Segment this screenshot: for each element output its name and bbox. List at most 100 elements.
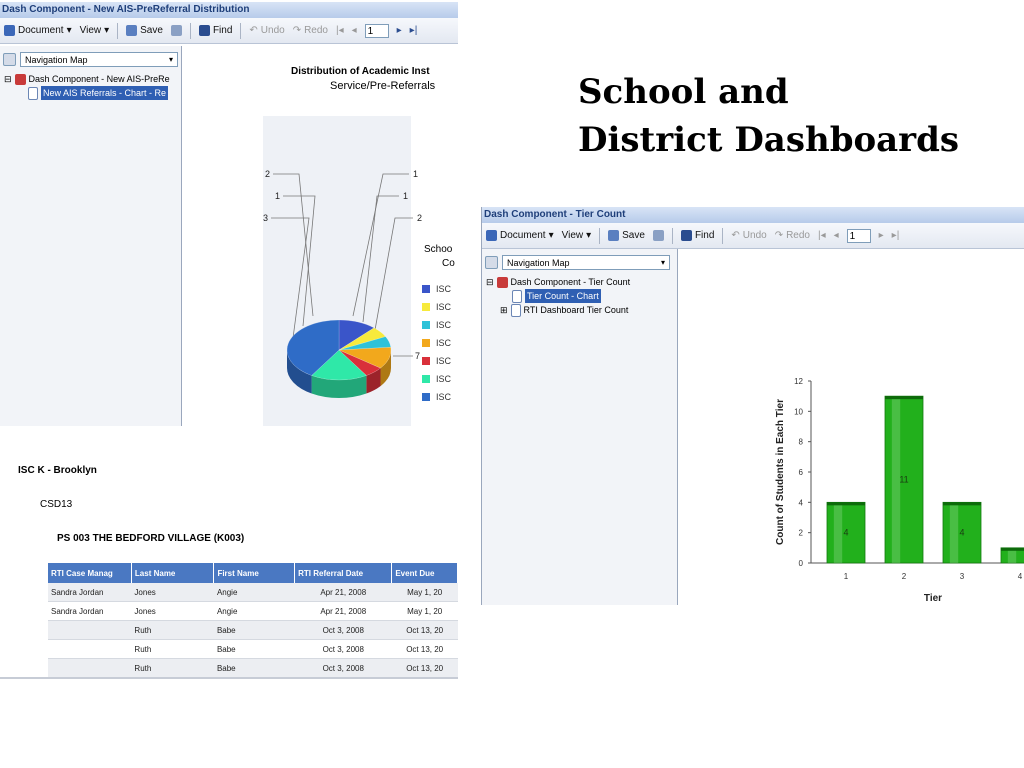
prev-page-button[interactable]: ◂ (833, 230, 839, 241)
chart-title-1: Distribution of Academic Inst (291, 66, 430, 77)
x-tick-label: 1 (844, 572, 849, 581)
column-header[interactable]: RTI Case Manag (48, 563, 132, 583)
slice-label: 2 (265, 169, 270, 179)
find-label: Find (694, 230, 715, 241)
document-menu[interactable]: Document ▾ (4, 25, 72, 36)
leader-line (283, 195, 316, 327)
undo-button[interactable]: ↶ Undo (731, 230, 767, 241)
y-tick-label: 0 (799, 559, 804, 568)
tree-item-label: Dash Component - Tier Count (510, 277, 631, 287)
table-cell: May 1, 20 (391, 601, 458, 621)
report-table: RTI Case Manag Last Name First Name RTI Ref… (48, 563, 458, 678)
column-header[interactable]: First Name (213, 563, 296, 583)
table-cell: Angie (213, 601, 295, 621)
print-icon (652, 230, 664, 241)
redo-label: Redo (786, 230, 810, 241)
report-school: PS 003 THE BEDFORD VILLAGE (K003) (57, 533, 245, 544)
save-label: Save (140, 25, 163, 36)
navigation-map-select[interactable]: Navigation Map ▾ (502, 254, 670, 270)
document-menu[interactable]: Document ▾ (486, 230, 554, 241)
view-menu[interactable]: View ▾ (79, 25, 110, 36)
bar-value-label: 4 (843, 528, 848, 538)
document-icon (486, 230, 497, 241)
pie-slice-side (366, 368, 381, 394)
bar-top-edge (885, 396, 923, 400)
legend-item: ISC (422, 388, 451, 406)
find-button[interactable]: Find (198, 25, 233, 36)
legend-item: ISC (422, 280, 451, 298)
tree-item-chart[interactable]: New AIS Referrals - Chart - Re (4, 86, 181, 100)
navigation-map-select[interactable]: Navigation Map ▾ (20, 51, 178, 67)
table-cell: Angie (213, 583, 295, 602)
view-label: View (561, 230, 584, 241)
toolbar-divider (117, 22, 119, 39)
redo-button[interactable]: ↷ Redo (292, 25, 328, 36)
collapse-icon: ⊟ (4, 74, 12, 84)
navigation-tree: ⊟ Dash Component - New AIS-PreRe New AIS … (0, 72, 181, 100)
table-cell: Oct 3, 2008 (294, 658, 392, 678)
table-cell: Sandra Jordan (48, 583, 132, 602)
print-button[interactable] (170, 25, 182, 36)
legend-title-2: Co (442, 258, 455, 269)
column-header[interactable]: Event Due (391, 563, 458, 583)
prev-page-button[interactable]: ◂ (351, 25, 357, 36)
next-page-button[interactable]: ▸ (396, 25, 402, 36)
legend-swatch (422, 375, 430, 383)
find-label: Find (212, 25, 233, 36)
print-button[interactable] (652, 230, 664, 241)
document-label: Document (18, 25, 64, 36)
table-cell: Jones (131, 583, 214, 602)
last-page-button[interactable]: ▸| (409, 25, 418, 36)
last-page-button[interactable]: ▸| (891, 230, 900, 241)
first-page-button[interactable]: |◂ (817, 230, 826, 241)
slice-label: 2 (417, 213, 422, 223)
x-tick-label: 3 (960, 572, 965, 581)
bar-value-label: 4 (959, 528, 964, 538)
navigation-tree: ⊟ Dash Component - Tier Count Tier Count … (482, 275, 677, 317)
chevron-down-icon: ▾ (168, 54, 173, 64)
navigation-header: Navigation Map ▾ (485, 253, 674, 271)
table-cell: Ruth (131, 639, 214, 659)
next-page-button[interactable]: ▸ (878, 230, 884, 241)
save-button[interactable]: Save (608, 230, 645, 241)
first-page-button[interactable]: |◂ (335, 25, 344, 36)
x-tick-label: 4 (1018, 572, 1023, 581)
tree-item-chart[interactable]: Tier Count - Chart (486, 289, 677, 303)
pie-slice (338, 327, 386, 351)
tree-item-component[interactable]: ⊟ Dash Component - New AIS-PreRe (4, 72, 181, 86)
y-tick-label: 6 (799, 468, 804, 477)
column-header[interactable]: Last Name (131, 563, 215, 583)
y-tick-label: 10 (794, 407, 803, 416)
redo-button[interactable]: ↷ Redo (774, 230, 810, 241)
legend-title-1: Schoo (424, 244, 453, 255)
page-number-input[interactable]: 1 (846, 228, 871, 243)
window-title: Dash Component - Tier Count (482, 207, 1024, 223)
save-button[interactable]: Save (126, 25, 163, 36)
undo-button[interactable]: ↶ Undo (249, 25, 285, 36)
tree-item-label: Tier Count - Chart (525, 289, 601, 303)
bar-highlight (949, 505, 959, 563)
y-axis-title: Count of Students in Each Tier (775, 399, 786, 545)
legend-swatch (422, 321, 430, 329)
legend-swatch (422, 339, 430, 347)
legend-label: ISC (436, 374, 452, 384)
pie-slice (338, 319, 375, 351)
toolbar-divider (671, 227, 673, 244)
tree-item-dashboard[interactable]: ⊞ RTI Dashboard Tier Count (486, 303, 677, 317)
table-cell: Sandra Jordan (48, 601, 132, 621)
view-menu[interactable]: View ▾ (561, 230, 592, 241)
tree-item-label: New AIS Referrals - Chart - Re (41, 86, 169, 100)
find-button[interactable]: Find (680, 230, 715, 241)
page-icon (512, 289, 522, 303)
pie-slice (338, 346, 392, 369)
bar-highlight (833, 505, 843, 563)
undo-label: Undo (742, 230, 767, 241)
pie-slice (338, 336, 392, 351)
page-number-input[interactable]: 1 (364, 23, 389, 38)
slice-label: 1 (275, 191, 280, 201)
document-icon (4, 25, 15, 36)
tree-item-component[interactable]: ⊟ Dash Component - Tier Count (486, 275, 677, 289)
report-icon (14, 73, 26, 85)
table-cell: Oct 13, 20 (391, 639, 458, 659)
column-header[interactable]: RTI Referral Date (294, 563, 393, 583)
